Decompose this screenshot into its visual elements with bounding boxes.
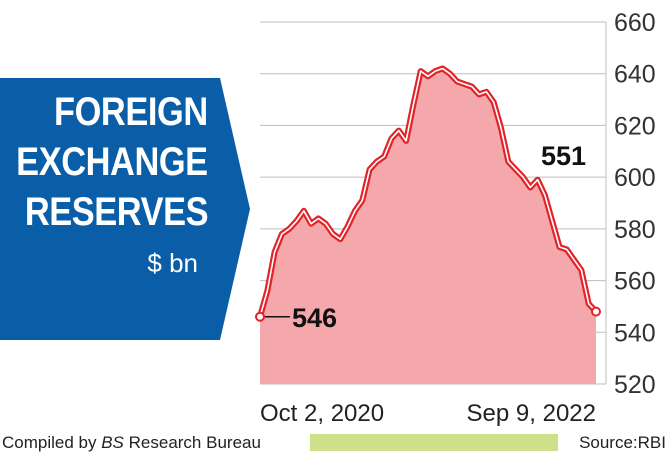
chart-unit-label: $ bn <box>147 248 198 278</box>
y-tick-label-520: 520 <box>614 371 656 399</box>
title-block: FOREIGN EXCHANGE RESERVES $ bn <box>0 78 250 340</box>
footer-credit-italic: BS <box>101 433 124 452</box>
y-tick-labels: 520 540 560 580 600 620 640 660 <box>614 9 656 399</box>
footer-source: Source:RBI <box>579 433 666 452</box>
annotation-start-value: 546 <box>292 303 337 333</box>
start-point <box>255 311 265 322</box>
title-banner <box>0 78 250 340</box>
series-area-fill <box>260 68 596 384</box>
annotation-end-value: 551 <box>541 141 586 171</box>
footer-bar <box>310 434 558 451</box>
series-line <box>259 67 597 318</box>
chart-title-line-1: FOREIGN <box>54 90 208 134</box>
footer-credit: Compiled by BS Research Bureau <box>2 433 261 453</box>
chart-title-line-2: EXCHANGE <box>16 140 208 184</box>
x-tick-label-1: Oct 2, 2020 <box>260 400 384 427</box>
chart-title-line-3: RESERVES <box>24 190 209 234</box>
end-point <box>591 306 601 317</box>
y-tick-label-640: 640 <box>614 61 656 89</box>
y-tick-label-620: 620 <box>614 112 656 140</box>
y-tick-label-580: 580 <box>614 216 656 244</box>
x-tick-labels: Oct 2, 2020 Sep 9, 2022 <box>260 400 596 427</box>
footer-credit-prefix: Compiled by <box>2 433 102 452</box>
y-tick-label-660: 660 <box>614 9 656 37</box>
x-tick-label-2: Sep 9, 2022 <box>467 400 596 427</box>
footer: Compiled by BS Research Bureau Source:RB… <box>0 430 670 458</box>
y-tick-label-600: 600 <box>614 164 656 192</box>
y-tick-label-540: 540 <box>614 319 656 347</box>
annotations: 546 551 <box>264 141 586 333</box>
y-tick-label-560: 560 <box>614 268 656 296</box>
footer-credit-suffix: Research Bureau <box>123 433 261 452</box>
end-points <box>255 306 601 322</box>
